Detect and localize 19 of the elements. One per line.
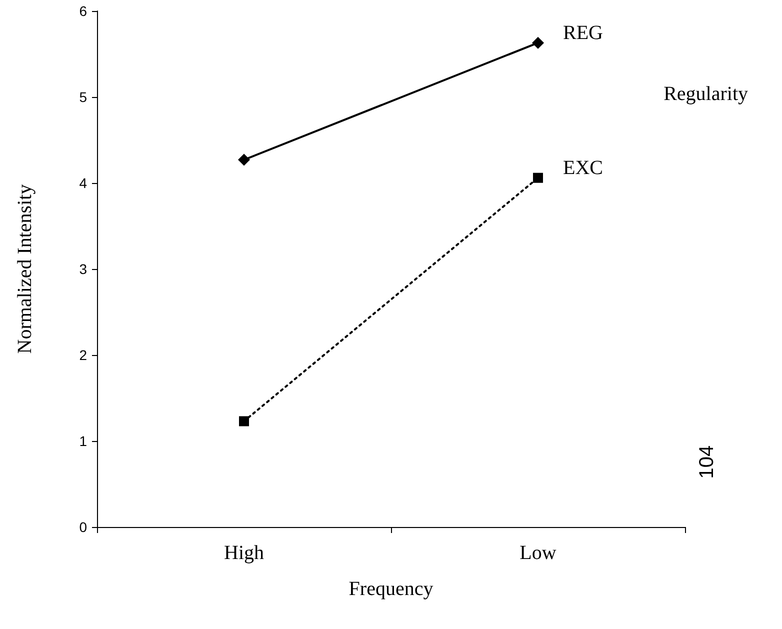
x-tick-label: High: [224, 542, 264, 564]
point: [238, 154, 250, 166]
point: [533, 172, 543, 183]
y-tick-label: 6: [79, 3, 88, 19]
series-label: EXC: [563, 156, 603, 179]
point: [532, 36, 544, 49]
x-tick-label: Low: [520, 542, 557, 564]
y-tick-label: 2: [79, 347, 88, 363]
y-axis-title: Normalized Intensity: [14, 184, 36, 354]
y-tick-label: 0: [79, 519, 88, 535]
y-tick-label: 5: [79, 89, 88, 105]
y-tick-label: 1: [79, 433, 88, 449]
legend-title: Regularity: [664, 83, 748, 105]
point: [239, 416, 249, 426]
y-tick-label: 3: [79, 261, 88, 277]
text: 104: [696, 445, 718, 479]
y-tick-label: 4: [79, 175, 88, 191]
x-axis-title: Frequency: [348, 578, 434, 600]
series-label: REG: [563, 22, 603, 44]
